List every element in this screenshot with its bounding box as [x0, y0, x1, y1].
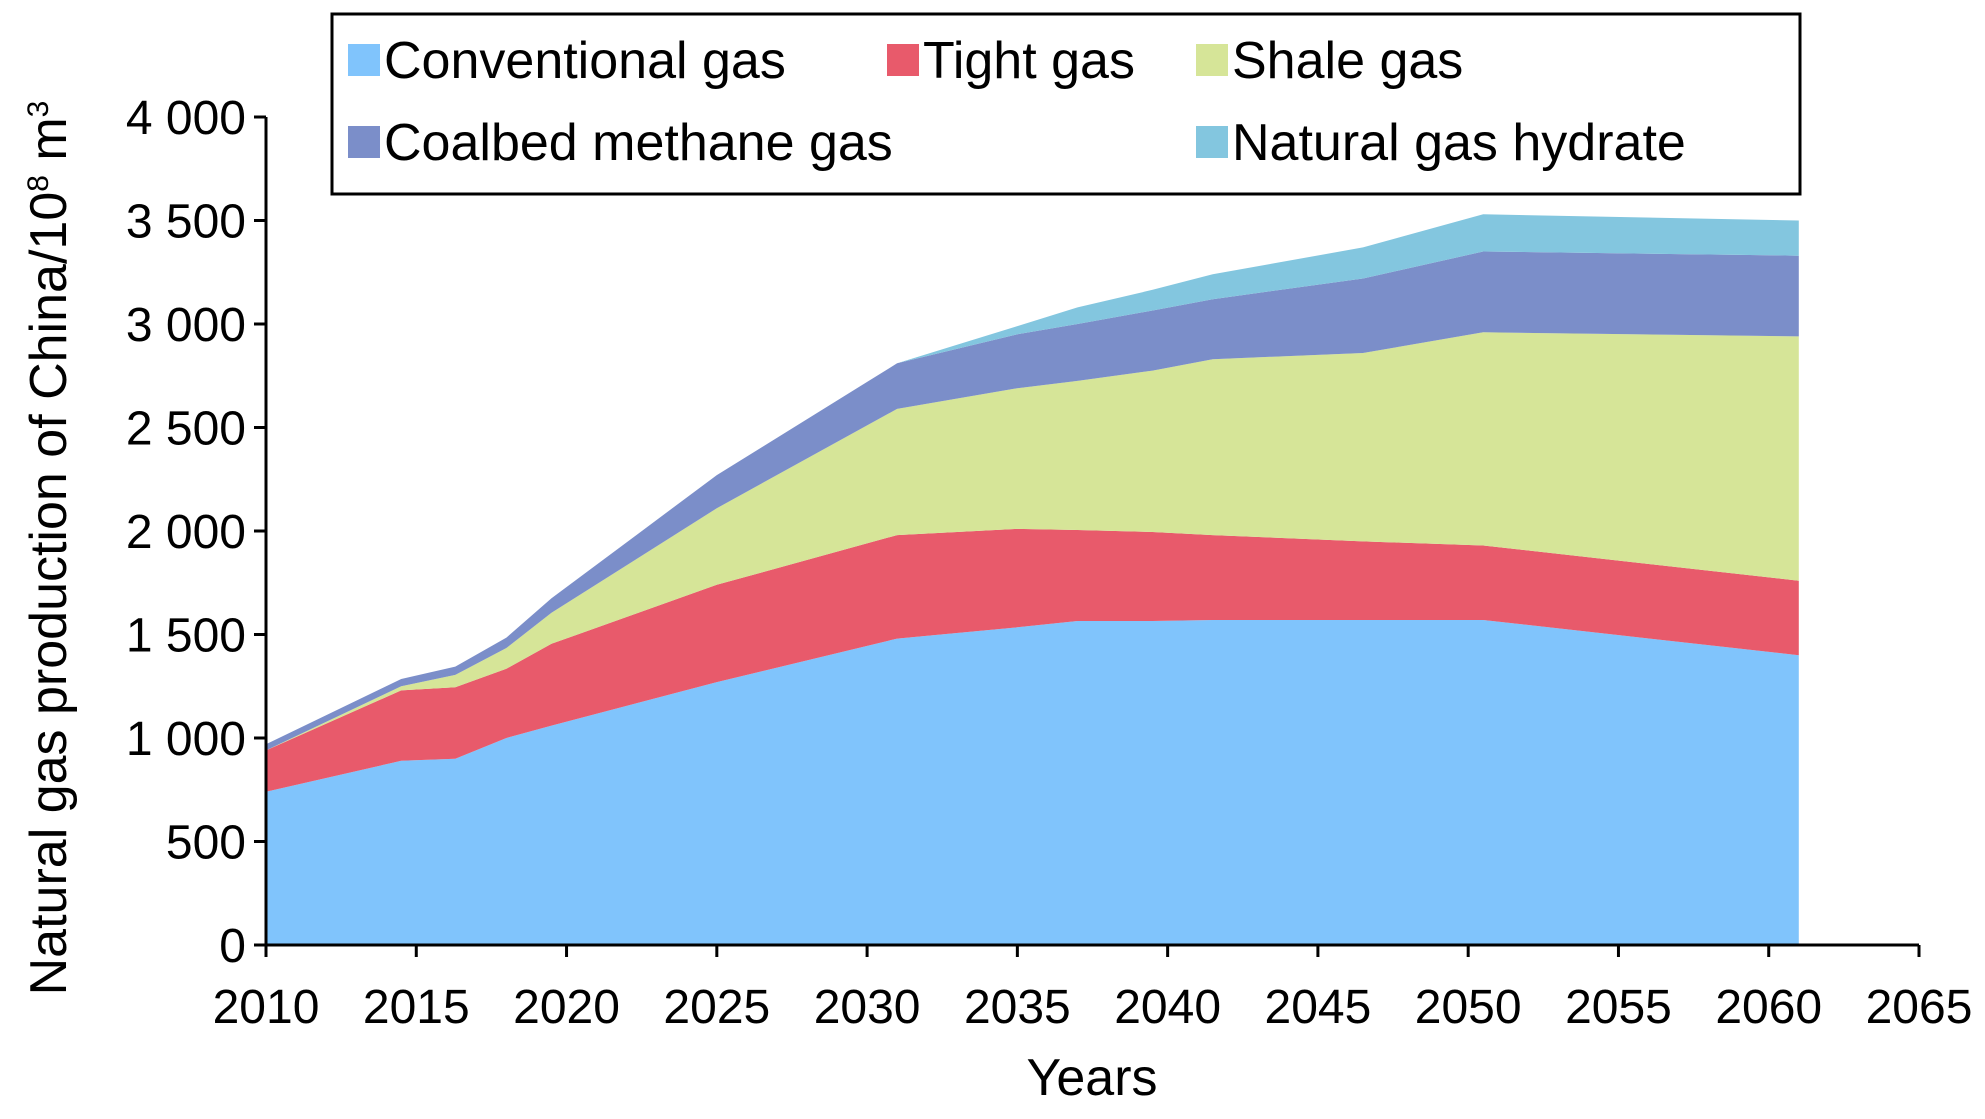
legend-label-natural-gas-hydrate: Natural gas hydrate — [1232, 114, 1686, 172]
y-tick-label: 3 000 — [126, 299, 246, 352]
x-tick-label: 2025 — [663, 981, 770, 1034]
y-tick-label: 4 000 — [126, 92, 246, 145]
x-tick-label: 2020 — [513, 981, 620, 1034]
legend-label-coalbed-methane-gas: Coalbed methane gas — [384, 114, 893, 172]
x-tick-label: 2035 — [964, 981, 1071, 1034]
y-axis-title-middle: m — [20, 117, 78, 175]
y-tick-label: 1 500 — [126, 610, 246, 663]
area-conventional-gas — [266, 620, 1799, 945]
area-shale-gas — [266, 332, 1799, 751]
y-tick-label: 3 500 — [126, 196, 246, 249]
area-tight-gas — [266, 528, 1799, 792]
legend-swatch-coalbed-methane-gas — [348, 126, 380, 158]
legend-swatch-tight-gas — [887, 44, 919, 76]
series-areas — [266, 214, 1799, 945]
x-tick-label: 2055 — [1565, 981, 1672, 1034]
x-tick-label: 2050 — [1415, 981, 1522, 1034]
legend-label-shale-gas: Shale gas — [1232, 32, 1463, 90]
x-axis-ticks: 2010 2015 2020 2025 2030 2035 2040 2045 2050 2055… — [213, 945, 1973, 1034]
legend-swatch-shale-gas — [1196, 44, 1228, 76]
legend-label-conventional-gas: Conventional gas — [384, 32, 786, 90]
x-tick-label: 2065 — [1866, 981, 1973, 1034]
legend-swatch-conventional-gas — [348, 44, 380, 76]
legend: Conventional gas Tight gas Shale gas Coalbe… — [330, 12, 1802, 196]
x-tick-label: 2030 — [814, 981, 921, 1034]
x-tick-label: 2060 — [1715, 981, 1822, 1034]
x-tick-label: 2045 — [1265, 981, 1372, 1034]
y-axis-title: Natural gas production of China/108 m3 — [20, 101, 78, 996]
legend-label-tight-gas: Tight gas — [923, 32, 1135, 90]
y-tick-label: 1 000 — [126, 713, 246, 766]
y-tick-label: 2 000 — [126, 506, 246, 559]
legend-swatch-natural-gas-hydrate — [1196, 126, 1228, 158]
y-axis-title-exponent: 8 — [22, 175, 55, 192]
x-tick-label: 2040 — [1114, 981, 1221, 1034]
y-tick-label: 2 500 — [126, 403, 246, 456]
legend-frame — [330, 12, 1802, 196]
y-axis-ticks: 0 500 1 000 1 500 2 000 2 500 3 000 3 500 4 000 — [126, 92, 266, 973]
y-axis-title-prefix: Natural gas production of China/10 — [20, 192, 78, 996]
y-tick-label: 0 — [219, 920, 246, 973]
y-axis-title-unit-exponent: 3 — [22, 101, 55, 118]
x-tick-label: 2015 — [363, 981, 470, 1034]
x-axis-title: Years — [1026, 1049, 1157, 1107]
x-tick-label: 2010 — [213, 981, 320, 1034]
y-tick-label: 500 — [166, 817, 246, 870]
area-coalbed-methane-gas — [266, 251, 1799, 751]
